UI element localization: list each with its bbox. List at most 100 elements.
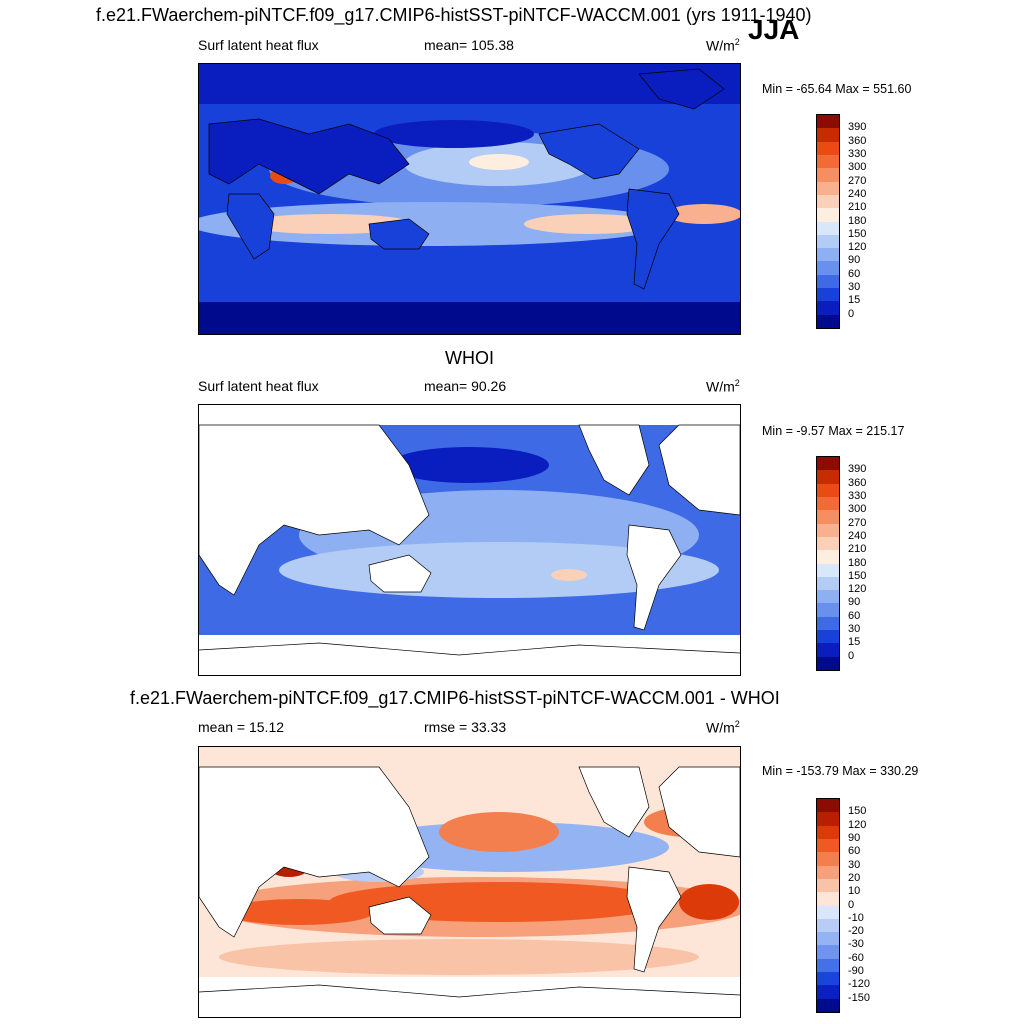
panel2-map-svg <box>199 405 740 675</box>
panel1-map <box>198 63 741 335</box>
panel3-mean-label: mean = 15.12 <box>198 719 285 735</box>
panel1-map-svg <box>199 64 740 334</box>
colorbar-swatch <box>817 141 839 155</box>
colorbar-tick-label: 30 <box>848 858 861 871</box>
colorbar-swatch <box>817 576 839 591</box>
colorbar-swatch <box>817 878 839 893</box>
colorbar-swatch <box>817 234 839 249</box>
colorbar-tick-label: 90 <box>848 831 861 844</box>
colorbar-swatch <box>817 616 839 631</box>
panel2-mean-label: mean= 90.26 <box>424 378 507 394</box>
colorbar-swatch <box>817 115 839 129</box>
colorbar-swatch <box>817 470 839 484</box>
colorbar-tick-label: 240 <box>848 187 867 200</box>
colorbar-swatch <box>817 194 839 209</box>
colorbar-swatch <box>817 128 839 142</box>
colorbar-tick-label: 300 <box>848 161 867 174</box>
colorbar-tick-label: 0 <box>848 649 855 662</box>
colorbar-swatch <box>817 932 839 946</box>
panel1-minmax: Min = -65.64 Max = 551.60 <box>762 82 912 96</box>
colorbar-tick-label: -150 <box>848 991 871 1004</box>
panel2-variable-label: Surf latent heat flux <box>198 378 319 394</box>
panel3-units: W/m2 <box>706 719 740 736</box>
colorbar-swatch <box>817 958 839 973</box>
colorbar-tick-label: 180 <box>848 556 867 569</box>
colorbar-swatch <box>817 248 839 262</box>
colorbar-swatch <box>817 945 839 959</box>
colorbar-tick-label: 15 <box>848 636 861 649</box>
colorbar-tick-label: 360 <box>848 134 867 147</box>
colorbar-swatch <box>817 643 839 657</box>
colorbar-tick-label: -10 <box>848 911 864 924</box>
panel2-units: W/m2 <box>706 378 740 395</box>
colorbar-swatch <box>817 457 839 471</box>
colorbar-swatch <box>817 181 839 195</box>
colorbar-swatch <box>817 314 839 328</box>
colorbar-swatch <box>817 274 839 289</box>
colorbar-swatch <box>817 865 839 879</box>
figure-title: f.e21.FWaerchem-piNTCF.f09_g17.CMIP6-his… <box>96 5 812 25</box>
colorbar-tick-label: 30 <box>848 623 861 636</box>
colorbar-tick-label: 120 <box>848 818 867 831</box>
colorbar-swatch <box>817 523 839 537</box>
colorbar-tick-label: 330 <box>848 489 867 502</box>
colorbar-tick-label: -120 <box>848 978 871 991</box>
panel3-title: f.e21.FWaerchem-piNTCF.f09_g17.CMIP6-his… <box>130 688 780 708</box>
colorbar-tick-label: 30 <box>848 281 861 294</box>
panel2-minmax: Min = -9.57 Max = 215.17 <box>762 424 905 438</box>
panel2-colorbar <box>816 456 840 671</box>
colorbar-tick-label: 0 <box>848 307 855 320</box>
colorbar-tick-label: 120 <box>848 583 867 596</box>
colorbar-tick-label: 330 <box>848 147 867 160</box>
colorbar-tick-label: 15 <box>848 294 861 307</box>
colorbar-swatch <box>817 154 839 169</box>
colorbar-swatch <box>817 208 839 222</box>
panel3-rmse-label: rmse = 33.33 <box>424 719 507 735</box>
colorbar-swatch <box>817 892 839 906</box>
panel2-title: WHOI <box>445 348 494 368</box>
season-label: JJA <box>748 14 800 45</box>
colorbar-tick-label: 390 <box>848 463 867 476</box>
colorbar-tick-label: 20 <box>848 871 861 884</box>
colorbar-tick-label: 0 <box>848 898 855 911</box>
colorbar-tick-label: 90 <box>848 596 861 609</box>
colorbar-swatch <box>817 563 839 577</box>
colorbar-tick-label: 90 <box>848 254 861 267</box>
colorbar-swatch <box>817 221 839 235</box>
colorbar-swatch <box>817 905 839 919</box>
colorbar-swatch <box>817 168 839 182</box>
panel2-map <box>198 404 741 676</box>
colorbar-swatch <box>817 550 839 564</box>
colorbar-swatch <box>817 852 839 866</box>
colorbar-swatch <box>817 510 839 524</box>
colorbar-swatch <box>817 838 839 853</box>
colorbar-swatch <box>817 288 839 302</box>
colorbar-swatch <box>817 812 839 826</box>
colorbar-swatch <box>817 985 839 999</box>
colorbar-tick-label: 120 <box>848 241 867 254</box>
colorbar-swatch <box>817 261 839 275</box>
colorbar-swatch <box>817 656 839 670</box>
panel3-map-svg <box>199 747 740 1017</box>
colorbar-tick-label: 180 <box>848 214 867 227</box>
panel1-units: W/m2 <box>706 37 740 54</box>
colorbar-swatch <box>817 536 839 551</box>
panel1-variable-label: Surf latent heat flux <box>198 37 319 53</box>
colorbar-tick-label: -20 <box>848 925 864 938</box>
colorbar-tick-label: -90 <box>848 965 864 978</box>
panel1-mean-label: mean= 105.38 <box>424 37 514 53</box>
colorbar-swatch <box>817 998 839 1012</box>
panel1-colorbar <box>816 114 840 329</box>
colorbar-swatch <box>817 496 839 511</box>
colorbar-tick-label: 60 <box>848 267 861 280</box>
colorbar-swatch <box>817 590 839 604</box>
colorbar-tick-label: 150 <box>848 569 867 582</box>
panel3-minmax: Min = -153.79 Max = 330.29 <box>762 764 919 778</box>
colorbar-tick-label: 210 <box>848 543 867 556</box>
colorbar-tick-label: 300 <box>848 503 867 516</box>
colorbar-tick-label: 150 <box>848 227 867 240</box>
colorbar-tick-label: 270 <box>848 174 867 187</box>
colorbar-tick-label: 240 <box>848 529 867 542</box>
colorbar-swatch <box>817 603 839 617</box>
colorbar-tick-label: 210 <box>848 201 867 214</box>
